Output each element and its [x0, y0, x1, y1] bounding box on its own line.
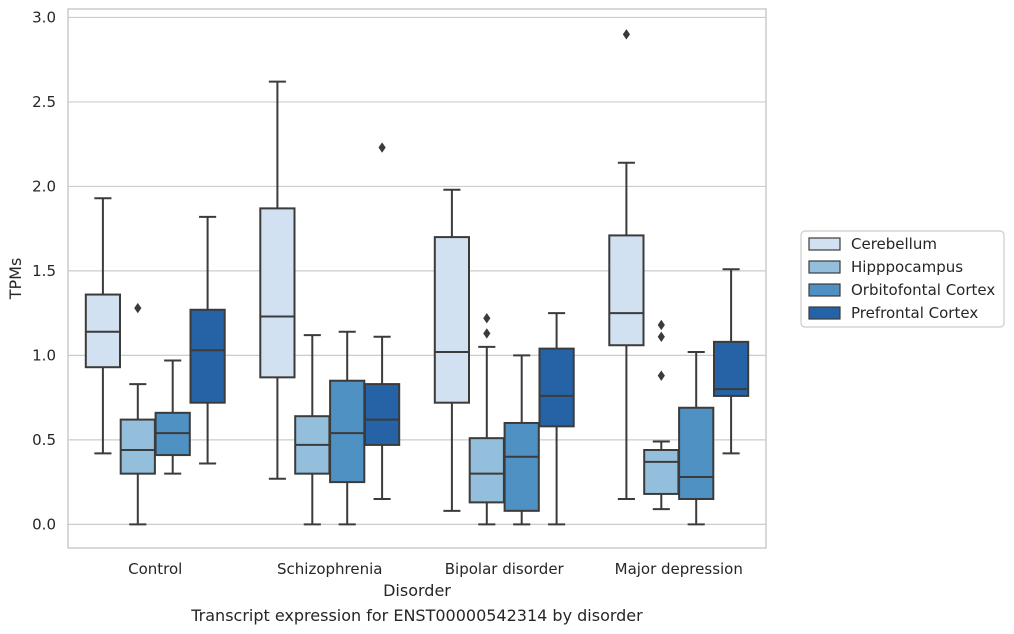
- box-hipppocampus: [643, 319, 680, 511]
- y-axis-label: TPMs: [6, 258, 25, 301]
- iqr-box: [363, 383, 401, 446]
- outlier-point: [622, 29, 630, 40]
- box-orbitofontal-cortex: [503, 354, 540, 526]
- box-cerebellum: [84, 197, 122, 455]
- box-hipppocampus: [119, 302, 156, 526]
- iqr-box: [433, 236, 471, 404]
- iqr-box: [608, 234, 645, 347]
- iqr-box: [468, 437, 505, 504]
- box-cerebellum: [433, 188, 471, 512]
- box-prefrontal-cortex: [363, 142, 401, 500]
- legend-swatch: [808, 283, 841, 297]
- iqr-box: [259, 207, 296, 379]
- box-plot-marks: [84, 29, 750, 526]
- figure-caption: Transcript expression for ENST0000054231…: [191, 606, 643, 625]
- box-prefrontal-cortex: [712, 268, 750, 455]
- outlier-point: [378, 142, 386, 153]
- y-tick-label: 1.0: [32, 346, 56, 364]
- outlier-point: [483, 328, 491, 339]
- legend-entry: Cerebellum: [851, 235, 937, 253]
- outlier-point: [657, 370, 665, 381]
- iqr-box: [712, 340, 750, 397]
- x-tick-label: Control: [128, 560, 182, 578]
- legend-entry: Prefrontal Cortex: [851, 304, 978, 322]
- iqr-box: [538, 347, 575, 428]
- outlier-point: [657, 331, 665, 342]
- x-tick-label: Major depression: [615, 560, 743, 578]
- box-prefrontal-cortex: [538, 312, 575, 526]
- legend-swatch: [808, 306, 841, 320]
- plot-frame: [67, 8, 767, 549]
- box-cerebellum: [259, 80, 296, 480]
- iqr-box: [678, 406, 715, 500]
- y-axis-ticks: 0.0 0.5 1.0 1.5 2.0 2.5 3.0: [32, 8, 56, 533]
- x-tick-label: Bipolar disorder: [445, 560, 565, 578]
- y-tick-label: 2.0: [32, 177, 56, 195]
- y-tick-label: 1.5: [32, 262, 56, 280]
- legend: Cerebellum Hipppocampus Orbitofontal Corte…: [800, 230, 1005, 328]
- outlier-point: [134, 302, 142, 314]
- box-orbitofontal-cortex: [154, 359, 191, 475]
- outlier-point: [483, 313, 491, 324]
- outlier-point: [657, 319, 665, 331]
- x-tick-label: Schizophrenia: [277, 560, 382, 578]
- box-prefrontal-cortex: [189, 215, 226, 465]
- y-tick-label: 2.5: [32, 93, 56, 111]
- box-orbitofontal-cortex: [678, 351, 715, 526]
- box-cerebellum: [608, 29, 645, 500]
- legend-swatch: [808, 260, 841, 274]
- y-tick-label: 0.5: [32, 431, 56, 449]
- iqr-box: [189, 308, 226, 404]
- iqr-box: [329, 379, 366, 484]
- x-axis-ticks: Control Schizophrenia Bipolar disorder Majo…: [128, 560, 743, 578]
- iqr-box: [503, 421, 540, 512]
- box-hipppocampus: [294, 334, 331, 526]
- legend-swatch: [808, 237, 841, 251]
- y-tick-label: 3.0: [32, 8, 56, 26]
- iqr-box: [643, 449, 680, 495]
- legend-entry: Orbitofontal Cortex: [851, 281, 995, 299]
- x-axis-label: Disorder: [383, 581, 451, 600]
- legend-frame: [800, 230, 1005, 328]
- y-tick-label: 0.0: [32, 515, 56, 533]
- box-hipppocampus: [468, 313, 505, 526]
- box-orbitofontal-cortex: [329, 330, 366, 526]
- iqr-box: [119, 418, 156, 475]
- legend-entry: Hipppocampus: [851, 258, 963, 276]
